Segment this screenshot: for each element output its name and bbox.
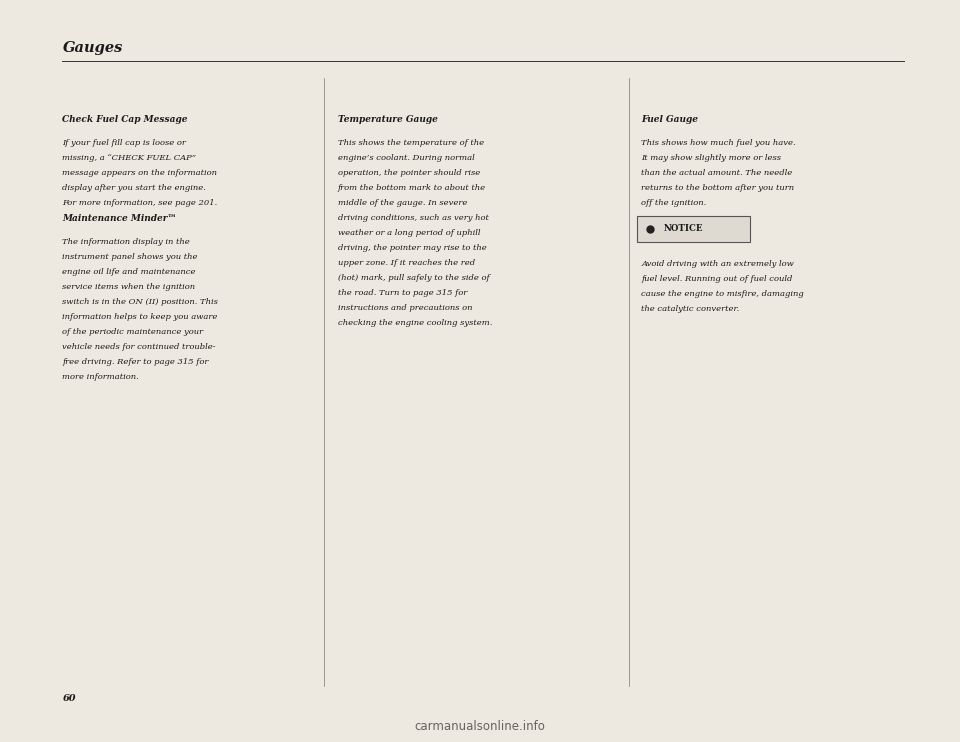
Text: engine oil life and maintenance: engine oil life and maintenance bbox=[62, 268, 196, 276]
Text: driving conditions, such as very hot: driving conditions, such as very hot bbox=[338, 214, 489, 222]
Text: The information display in the: The information display in the bbox=[62, 237, 190, 246]
FancyBboxPatch shape bbox=[637, 217, 750, 242]
Text: from the bottom mark to about the: from the bottom mark to about the bbox=[338, 184, 486, 192]
Text: free driving. Refer to page 315 for: free driving. Refer to page 315 for bbox=[62, 358, 208, 366]
Text: driving, the pointer may rise to the: driving, the pointer may rise to the bbox=[338, 244, 487, 252]
Text: This shows how much fuel you have.: This shows how much fuel you have. bbox=[641, 139, 796, 147]
Text: It may show slightly more or less: It may show slightly more or less bbox=[641, 154, 781, 162]
Text: message appears on the information: message appears on the information bbox=[62, 169, 217, 177]
Text: (hot) mark, pull safely to the side of: (hot) mark, pull safely to the side of bbox=[338, 275, 490, 282]
Text: instrument panel shows you the: instrument panel shows you the bbox=[62, 253, 198, 260]
Text: middle of the gauge. In severe: middle of the gauge. In severe bbox=[338, 199, 468, 207]
Text: upper zone. If it reaches the red: upper zone. If it reaches the red bbox=[338, 259, 475, 267]
Text: of the periodic maintenance your: of the periodic maintenance your bbox=[62, 328, 204, 336]
Text: vehicle needs for continued trouble-: vehicle needs for continued trouble- bbox=[62, 343, 216, 351]
Text: Gauges: Gauges bbox=[62, 41, 123, 55]
Text: switch is in the ON (II) position. This: switch is in the ON (II) position. This bbox=[62, 298, 218, 306]
Text: more information.: more information. bbox=[62, 373, 139, 381]
Text: This shows the temperature of the: This shows the temperature of the bbox=[338, 139, 484, 147]
Text: the catalytic converter.: the catalytic converter. bbox=[641, 305, 739, 313]
Text: Fuel Gauge: Fuel Gauge bbox=[641, 115, 698, 124]
Text: fuel level. Running out of fuel could: fuel level. Running out of fuel could bbox=[641, 275, 793, 283]
Text: Check Fuel Cap Message: Check Fuel Cap Message bbox=[62, 115, 188, 124]
Text: 60: 60 bbox=[62, 695, 76, 703]
Text: cause the engine to misfire, damaging: cause the engine to misfire, damaging bbox=[641, 290, 804, 298]
Text: NOTICE: NOTICE bbox=[663, 224, 703, 234]
Text: service items when the ignition: service items when the ignition bbox=[62, 283, 196, 291]
Text: the road. Turn to page 315 for: the road. Turn to page 315 for bbox=[338, 289, 468, 298]
Text: display after you start the engine.: display after you start the engine. bbox=[62, 184, 206, 192]
Text: For more information, see page 201.: For more information, see page 201. bbox=[62, 199, 218, 207]
Text: information helps to keep you aware: information helps to keep you aware bbox=[62, 313, 218, 321]
Text: returns to the bottom after you turn: returns to the bottom after you turn bbox=[641, 184, 795, 192]
Text: Avoid driving with an extremely low: Avoid driving with an extremely low bbox=[641, 260, 794, 268]
Text: engine’s coolant. During normal: engine’s coolant. During normal bbox=[338, 154, 474, 162]
Text: Temperature Gauge: Temperature Gauge bbox=[338, 115, 438, 124]
Text: carmanualsonline.info: carmanualsonline.info bbox=[415, 720, 545, 733]
Text: If your fuel fill cap is loose or: If your fuel fill cap is loose or bbox=[62, 139, 186, 147]
Text: instructions and precautions on: instructions and precautions on bbox=[338, 304, 472, 312]
Text: weather or a long period of uphill: weather or a long period of uphill bbox=[338, 229, 480, 237]
Text: than the actual amount. The needle: than the actual amount. The needle bbox=[641, 169, 793, 177]
Text: checking the engine cooling system.: checking the engine cooling system. bbox=[338, 319, 492, 327]
Text: missing, a “CHECK FUEL CAP”: missing, a “CHECK FUEL CAP” bbox=[62, 154, 197, 162]
Text: operation, the pointer should rise: operation, the pointer should rise bbox=[338, 169, 480, 177]
Text: off the ignition.: off the ignition. bbox=[641, 199, 707, 207]
Text: Maintenance Minder™: Maintenance Minder™ bbox=[62, 214, 177, 223]
